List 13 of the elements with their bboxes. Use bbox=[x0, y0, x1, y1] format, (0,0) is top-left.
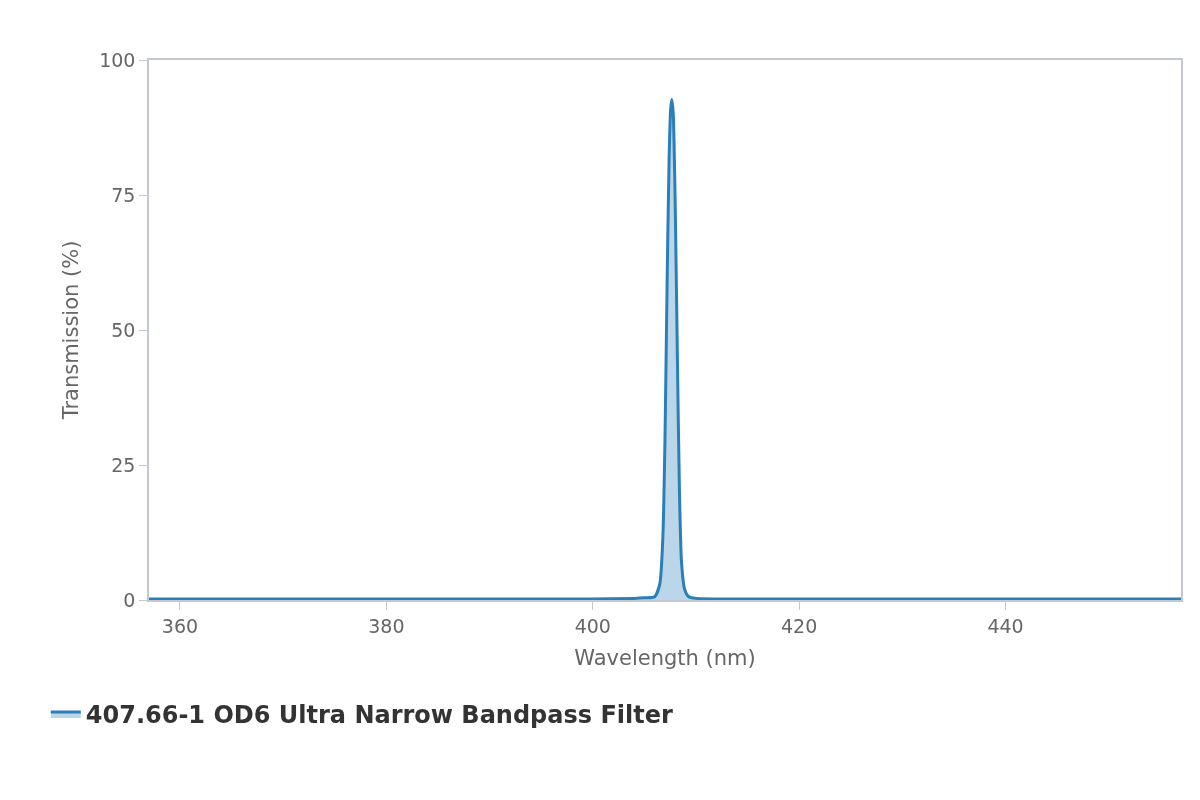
y-tick-label: 25 bbox=[111, 453, 136, 476]
x-tick-label: 440 bbox=[987, 614, 1024, 637]
x-axis-title: Wavelength (nm) bbox=[574, 646, 756, 671]
y-axis-title: Transmission (%) bbox=[58, 240, 83, 421]
y-tick-label: 50 bbox=[111, 318, 136, 341]
x-tick-label: 420 bbox=[781, 614, 818, 637]
x-tick-label: 380 bbox=[368, 614, 405, 637]
x-tick-label: 360 bbox=[161, 614, 199, 637]
y-tick-label: 100 bbox=[99, 48, 136, 71]
legend-label: 407.66-1 OD6 Ultra Narrow Bandpass Filter bbox=[85, 701, 673, 730]
y-tick-label: 75 bbox=[111, 183, 136, 206]
x-tick-label: 400 bbox=[574, 614, 611, 637]
y-tick-label: 0 bbox=[123, 588, 136, 611]
